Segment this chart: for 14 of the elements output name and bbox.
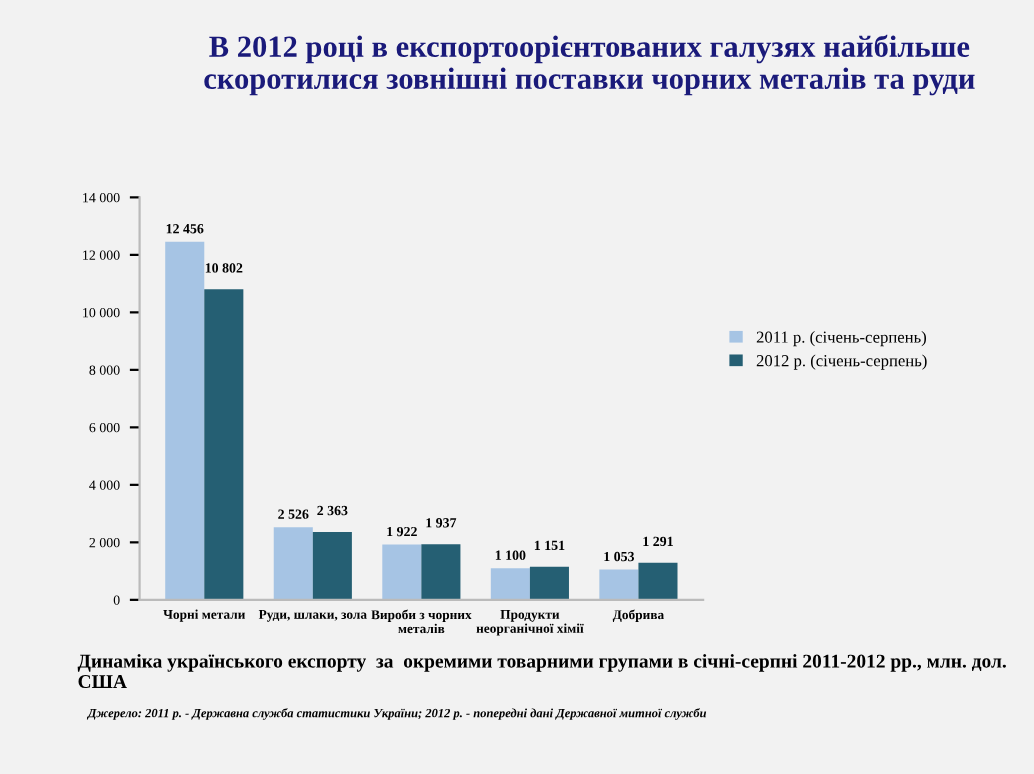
bar <box>529 566 569 600</box>
legend-label: 2012 р. (січень-серпень) <box>756 354 927 370</box>
bar <box>490 568 530 600</box>
bar <box>421 544 461 600</box>
bar <box>312 531 352 600</box>
chart-title: В 2012 році в експортоорієнтованих галузях найбільше скоротилися зовнішні поставки чорних металів та руди <box>204 34 975 96</box>
text: Динаміка українського експорту за окремими товарними групами в січні-серпні 2011-2012 рр., млн. дол. США <box>77 654 1006 689</box>
bar <box>165 241 205 600</box>
legend-label: 2011 р. (січень-серпень) <box>756 331 927 347</box>
bar <box>204 289 244 600</box>
bar <box>638 562 678 600</box>
bar <box>599 569 639 600</box>
bar <box>382 544 422 600</box>
bar <box>273 527 313 600</box>
